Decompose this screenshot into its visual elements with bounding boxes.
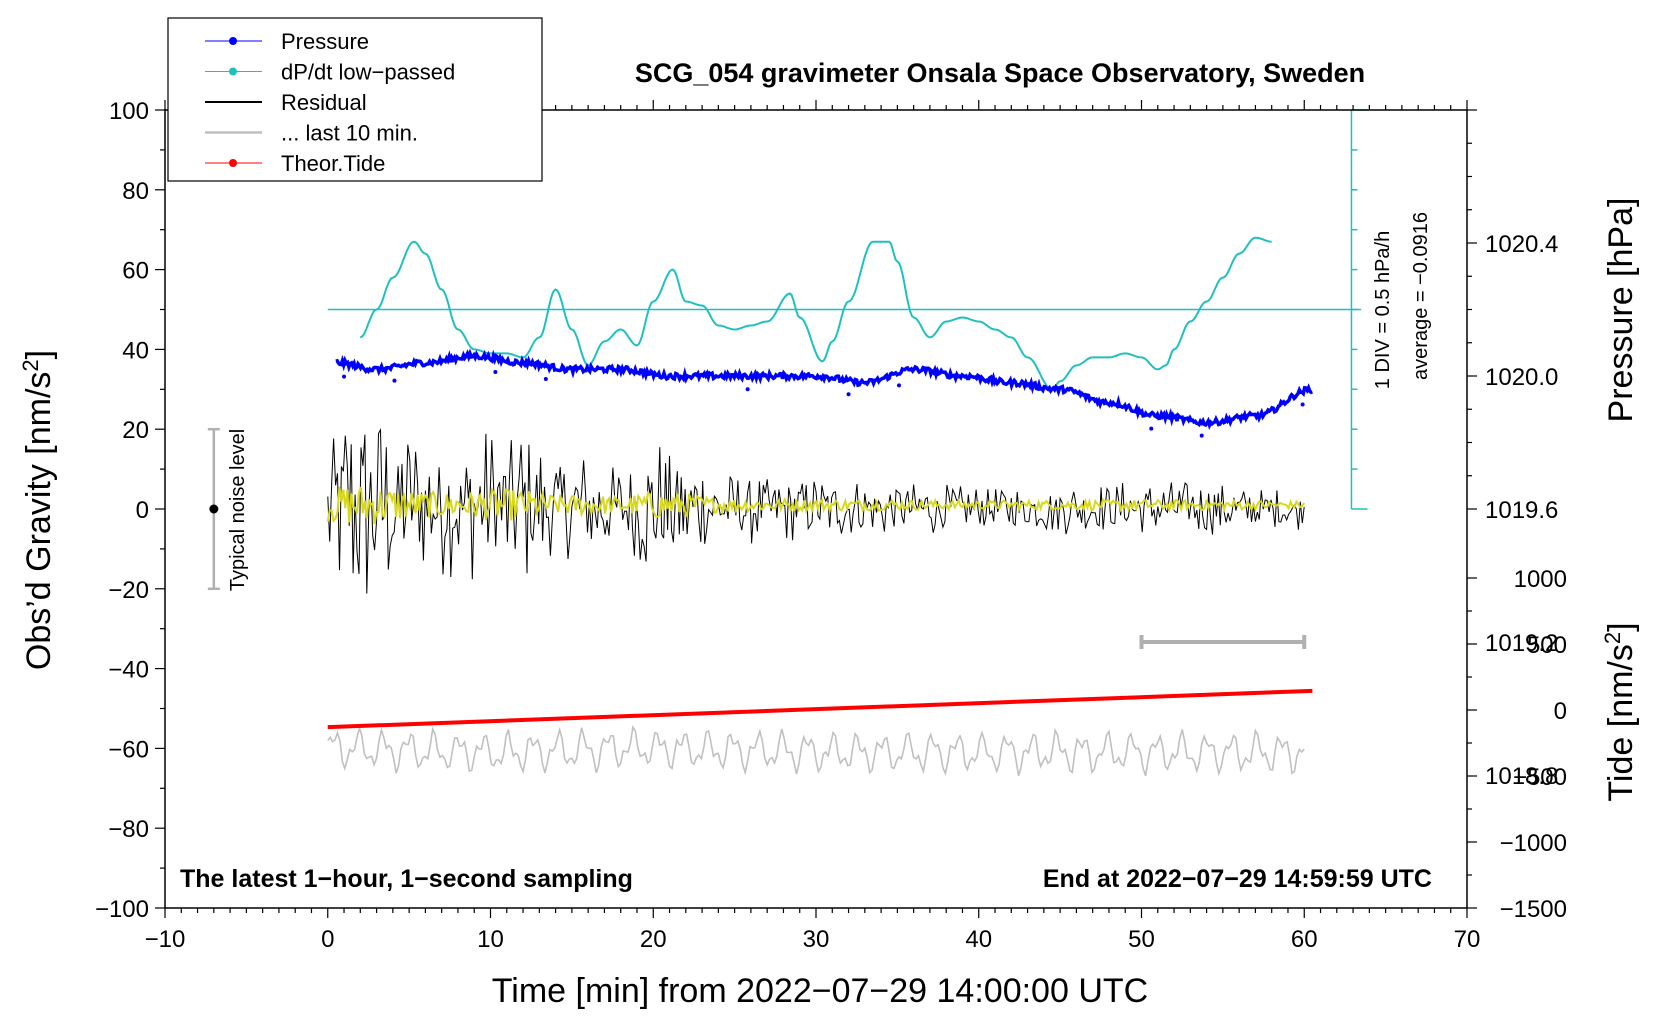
x-tick-label: 30 xyxy=(803,926,830,953)
y-tick-label: 100 xyxy=(109,98,149,125)
tide-tick-label: 1000 xyxy=(1514,566,1567,593)
residual-smoothed-line xyxy=(326,486,1306,525)
y-tick-label: −80 xyxy=(108,816,149,843)
data-layer xyxy=(207,109,1368,777)
pressure-dip-point xyxy=(1300,402,1305,407)
x-tick-label: 20 xyxy=(640,926,667,953)
y-tick-label: 40 xyxy=(122,337,149,364)
pressure-dip-point xyxy=(897,383,902,388)
pressure-tick-label: 1019.2 xyxy=(1485,630,1558,657)
y-tick-label: 20 xyxy=(122,417,149,444)
y-axis-label: Obs’d Gravity [nm/s2] xyxy=(18,350,58,670)
y-tick-label: −60 xyxy=(108,736,149,763)
legend-label: dP/dt low−passed xyxy=(281,60,455,85)
note-left: The latest 1−hour, 1−second sampling xyxy=(180,865,633,893)
dpdt-line xyxy=(359,236,1272,391)
y-tick-label: 0 xyxy=(136,497,149,524)
x-axis-label: Time [min] from 2022−07−29 14:00:00 UTC xyxy=(492,972,1148,1010)
tide-axis-label: Tide [nm/s2] xyxy=(1600,622,1640,801)
pressure-dip-point xyxy=(1149,426,1154,431)
pressure-tick-label: 1019.6 xyxy=(1485,497,1558,524)
noise-label: Typical noise level xyxy=(227,429,249,591)
pressure-dip-point xyxy=(745,387,750,392)
tide-tick-label: −1500 xyxy=(1500,896,1567,923)
y-tick-label: 80 xyxy=(122,178,149,205)
pressure-dip-point xyxy=(1199,433,1204,438)
y-tick-label: 60 xyxy=(122,258,149,285)
tide-tick-label: −1000 xyxy=(1500,830,1567,857)
tide-tick-label: 0 xyxy=(1554,698,1567,725)
residual-line xyxy=(327,428,1305,594)
tide-tick-label: −500 xyxy=(1513,764,1567,791)
pressure-dip-point xyxy=(846,392,851,397)
scale-label: 1 DIV = 0.5 hPa/h xyxy=(1372,231,1394,389)
x-tick-label: 10 xyxy=(477,926,504,953)
pressure-tick-labels: 1020.4 1020.0 1019.6 1019.2 1018.8 xyxy=(1485,231,1558,790)
last10-line xyxy=(327,724,1305,777)
pressure-dip-point xyxy=(392,378,397,383)
pressure-axis-label: Pressure [hPa] xyxy=(1602,198,1640,423)
chart-title: SCG_054 gravimeter Onsala Space Observat… xyxy=(635,58,1365,88)
tide-tick-label: 500 xyxy=(1527,632,1567,659)
legend-label: Pressure xyxy=(281,29,369,54)
legend: Pressure dP/dt low−passed Residual ... last… xyxy=(167,17,543,182)
average-label: average = −0.0916 xyxy=(1410,212,1432,380)
pressure-line xyxy=(335,348,1313,431)
y-tick-label: −40 xyxy=(108,657,149,684)
note-right: End at 2022−07−29 14:59:59 UTC xyxy=(1043,865,1432,893)
tide-line xyxy=(327,688,1313,730)
pressure-dip-point xyxy=(342,374,347,379)
legend-label: Residual xyxy=(281,90,367,115)
x-tick-label: −10 xyxy=(145,926,186,953)
y-tick-labels: 100 80 60 40 20 0 −20 −40 −60 −80 −100 xyxy=(95,98,149,923)
noise-center-dot xyxy=(209,504,219,514)
pressure-tick-label: 1018.8 xyxy=(1485,763,1558,790)
axes xyxy=(155,100,1477,918)
y-tick-label: −100 xyxy=(95,896,149,923)
legend-label: Theor.Tide xyxy=(281,151,385,176)
pressure-tick-label: 1020.4 xyxy=(1485,231,1558,258)
legend-label: ... last 10 min. xyxy=(281,121,418,146)
pressure-dip-point xyxy=(493,369,498,374)
pressure-tick-label: 1020.0 xyxy=(1485,364,1558,391)
x-tick-label: 40 xyxy=(965,926,992,953)
pressure-dip-point xyxy=(543,376,548,381)
legend-marker xyxy=(229,67,237,76)
legend-marker xyxy=(229,159,237,167)
x-tick-label: 60 xyxy=(1291,926,1318,953)
tide-tick-labels: 1000 500 0 −500 −1000 −1500 xyxy=(1500,566,1567,923)
x-tick-label: 70 xyxy=(1454,926,1481,953)
x-tick-labels: −10 0 10 20 30 40 50 60 70 xyxy=(145,926,1481,953)
legend-box xyxy=(167,17,543,182)
x-tick-label: 50 xyxy=(1128,926,1155,953)
legend-marker xyxy=(229,37,237,45)
y-tick-label: −20 xyxy=(108,577,149,604)
x-tick-label: 0 xyxy=(321,926,334,953)
